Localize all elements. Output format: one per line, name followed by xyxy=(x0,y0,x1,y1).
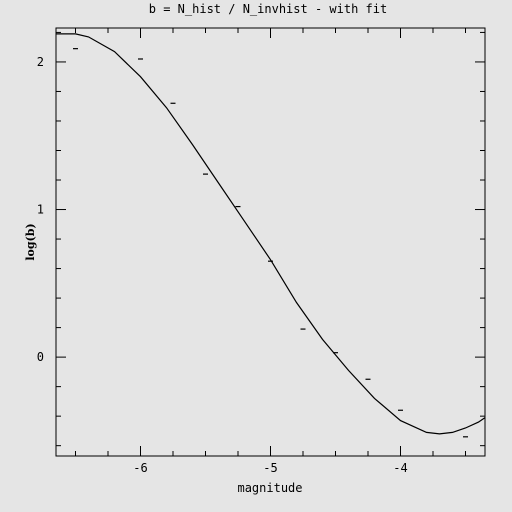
chart-title: b = N_hist / N_invhist - with fit xyxy=(149,2,387,16)
y-tick-label: 2 xyxy=(37,55,44,69)
data-points xyxy=(73,48,468,438)
x-tick-label: -5 xyxy=(263,461,277,475)
axis-ticks xyxy=(56,28,485,456)
x-tick-label: -6 xyxy=(133,461,147,475)
x-tick-labels: -6 -5 -4 xyxy=(133,461,407,475)
x-axis-label: magnitude xyxy=(237,481,302,495)
y-tick-label: 0 xyxy=(37,350,44,364)
x-tick-label: -4 xyxy=(393,461,407,475)
y-tick-label: 1 xyxy=(37,203,44,217)
fit-line xyxy=(56,33,486,435)
y-tick-labels: 0 1 2 xyxy=(37,55,44,364)
plot-frame xyxy=(55,27,486,457)
y-axis-label: log(b) xyxy=(24,223,37,260)
